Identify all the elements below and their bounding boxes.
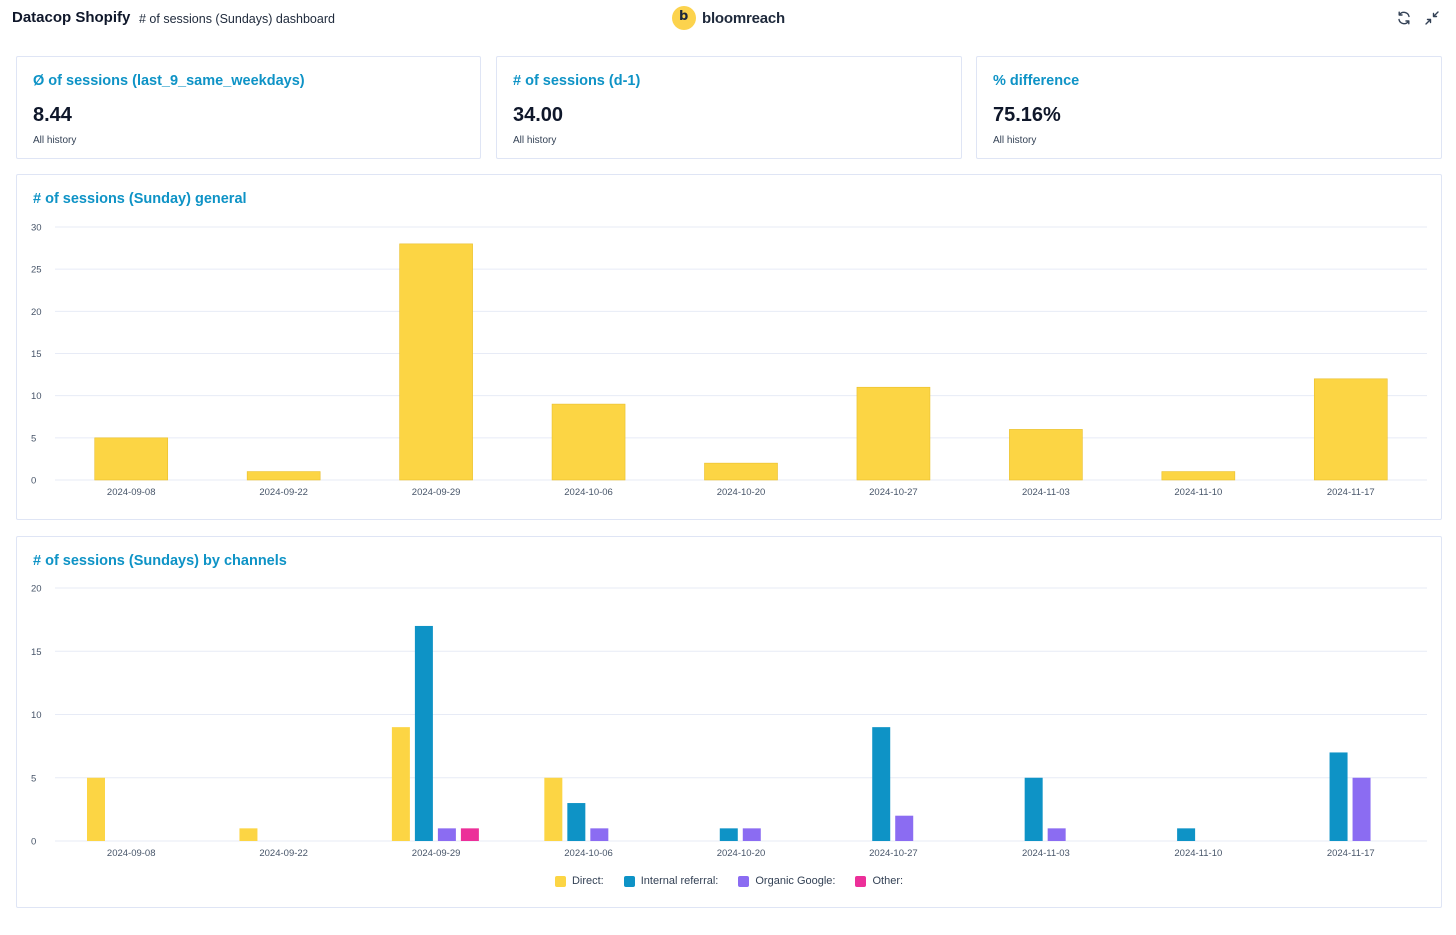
y-tick-label: 5 [31, 433, 36, 444]
legend-item[interactable]: Other: [855, 875, 903, 887]
bar [590, 828, 609, 841]
x-tick-label: 2024-11-10 [1174, 487, 1222, 498]
channels-sessions-chart: 0 5 10 15 20 2024-09-08 2024-09-22 2024-09-29 20… [31, 584, 1427, 859]
x-tick-label: 2024-09-08 [107, 487, 156, 498]
y-tick-label: 0 [31, 837, 36, 848]
legend-label: Internal referral: [640, 875, 719, 887]
general-sessions-chart: 0 5 10 15 20 25 30 2024-09-08 2024-09-22 2024-09-… [31, 223, 1427, 498]
x-tick-label: 2024-10-20 [717, 848, 766, 859]
legend-item[interactable]: Direct: [554, 875, 604, 887]
bar [544, 777, 563, 841]
chart-card-channels: # of sessions (Sundays) by channels 0 5 10… [16, 536, 1442, 908]
dashboard-title: # of sessions (Sundays) dashboard [139, 12, 335, 26]
x-tick-label: 2024-10-06 [564, 848, 613, 859]
chart-legend: Direct: Internal referral: Organic Google:… [17, 875, 1441, 887]
logo-mark-icon [672, 6, 696, 30]
y-tick-label: 10 [31, 391, 42, 402]
kpi-period: All history [33, 135, 77, 146]
bar [239, 828, 258, 841]
legend-swatch [738, 875, 750, 887]
y-tick-label: 15 [31, 349, 42, 360]
bar [391, 727, 410, 841]
bar [1352, 777, 1371, 841]
bloomreach-logo: bloomreach [672, 6, 785, 30]
chart-title: # of sessions (Sundays) by channels [33, 553, 287, 569]
legend-label: Direct: [571, 875, 604, 887]
bar [87, 777, 105, 841]
kpi-title: Ø of sessions (last_9_same_weekdays) [33, 73, 305, 89]
chart-title: # of sessions (Sunday) general [33, 191, 247, 207]
logo-text: bloomreach [702, 9, 786, 27]
y-tick-label: 20 [31, 584, 42, 595]
bar [895, 815, 914, 841]
x-tick-label: 2024-10-06 [564, 487, 613, 498]
legend-swatch [855, 875, 867, 887]
kpi-value: 34.00 [513, 104, 564, 126]
bar [94, 437, 169, 481]
x-tick-label: 2024-09-22 [259, 848, 308, 859]
kpi-card-difference: % difference 75.16% All history [976, 56, 1442, 159]
refresh-icon[interactable] [1396, 10, 1412, 26]
x-tick-label: 2024-11-03 [1022, 848, 1070, 859]
y-tick-label: 0 [31, 476, 36, 487]
legend-item[interactable]: Internal referral: [623, 875, 719, 887]
x-tick-label: 2024-09-08 [107, 848, 156, 859]
x-tick-label: 2024-11-10 [1174, 848, 1222, 859]
x-tick-label: 2024-11-17 [1327, 487, 1375, 498]
y-tick-label: 25 [31, 265, 42, 276]
bar [399, 243, 473, 481]
legend-label: Other: [872, 875, 904, 887]
bar [1047, 828, 1066, 841]
x-tick-label: 2024-11-17 [1327, 848, 1375, 859]
kpi-title: # of sessions (d-1) [513, 73, 641, 89]
kpi-card-sessions-d1: # of sessions (d-1) 34.00 All history [496, 56, 962, 159]
bar [856, 386, 931, 481]
bar [460, 828, 479, 841]
y-tick-label: 30 [31, 223, 42, 234]
bar [567, 803, 586, 841]
kpi-card-avg-sessions: Ø of sessions (last_9_same_weekdays) 8.4… [16, 56, 481, 159]
legend-swatch [554, 875, 566, 887]
kpi-title: % difference [993, 73, 1080, 89]
bar [551, 403, 626, 481]
bar [719, 828, 738, 841]
kpi-period: All history [993, 135, 1037, 146]
bar [437, 828, 456, 841]
bar [1009, 429, 1083, 481]
chart-card-general: # of sessions (Sunday) general 0 5 10 15 20 2… [16, 174, 1442, 520]
bar [1177, 828, 1196, 841]
bar [742, 828, 761, 841]
bar [872, 727, 891, 841]
x-tick-label: 2024-09-29 [412, 848, 461, 859]
x-tick-label: 2024-09-22 [259, 487, 308, 498]
kpi-value: 8.44 [33, 104, 72, 126]
bar [1024, 777, 1043, 841]
y-tick-label: 15 [31, 647, 42, 658]
bar [246, 471, 321, 481]
bar [704, 462, 778, 481]
collapse-icon[interactable] [1424, 10, 1440, 26]
y-tick-label: 5 [31, 773, 36, 784]
bar [1161, 471, 1236, 481]
x-tick-label: 2024-10-27 [869, 848, 918, 859]
bar [1329, 752, 1348, 841]
y-tick-label: 10 [31, 710, 42, 721]
x-tick-label: 2024-09-29 [412, 487, 461, 498]
kpi-period: All history [513, 135, 557, 146]
legend-swatch [623, 875, 635, 887]
bar [414, 625, 433, 841]
top-bar: Datacop Shopify # of sessions (Sundays) … [0, 0, 1456, 38]
app-title: Datacop Shopify [12, 9, 131, 26]
legend-label: Organic Google: [755, 875, 836, 887]
kpi-value: 75.16% [993, 104, 1061, 126]
x-tick-label: 2024-11-03 [1022, 487, 1070, 498]
bar [1313, 378, 1388, 481]
legend-item[interactable]: Organic Google: [738, 875, 835, 887]
x-tick-label: 2024-10-27 [869, 487, 918, 498]
y-tick-label: 20 [31, 307, 42, 318]
x-tick-label: 2024-10-20 [717, 487, 766, 498]
